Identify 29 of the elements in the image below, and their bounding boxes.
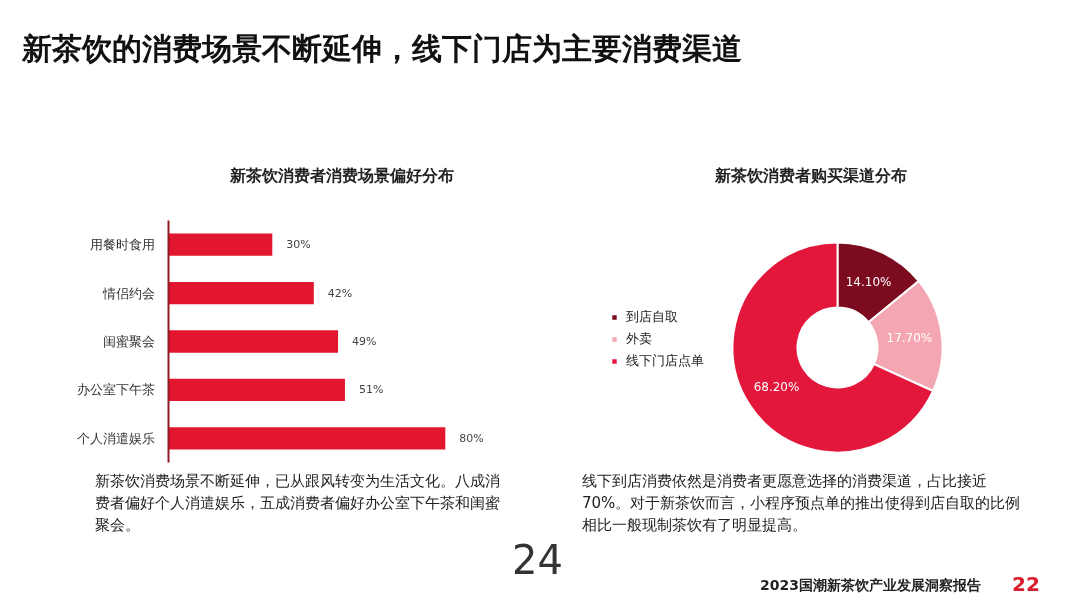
chart-title: 新茶饮消费者消费场景偏好分布: [228, 165, 454, 185]
y-tick-label: 办公室下午茶: [76, 382, 155, 398]
bar: [168, 330, 339, 353]
legend-label: 外卖: [626, 330, 652, 348]
text: 24: [512, 537, 563, 583]
legend-label: 线下门店点单: [626, 352, 704, 370]
text: 新茶饮的消费场景不断延伸，线下门店为主要消费渠道: [21, 30, 742, 68]
y-tick-label: 用餐时食用: [89, 237, 155, 253]
y-tick-label: 闺蜜聚会: [102, 334, 155, 349]
data-label: 14.10%: [845, 275, 892, 289]
legend-label: 到店自取: [626, 308, 678, 326]
data-label: 42%: [327, 286, 353, 300]
bar: [168, 427, 446, 450]
y-tick-label: 情侣约会: [101, 285, 155, 301]
data-label: 49%: [352, 335, 377, 348]
text: 新茶饮消费场景不断延伸，已从跟风转变为生活文化。八成消费者偏好个人消遣娱乐，五成消费者偏好办公室下午茶和闺蜜聚会。: [95, 471, 501, 536]
bar: [168, 281, 314, 305]
data-label: 30%: [286, 238, 311, 252]
text: 22: [1012, 572, 1040, 596]
bar: [168, 233, 273, 256]
bar: [168, 378, 345, 402]
data-label: 68.20%: [753, 379, 800, 394]
chart-title: 新茶饮消费者购买渠道分布: [713, 165, 907, 185]
y-tick-label: 个人消遣娱乐: [76, 430, 155, 446]
data-label: 17.70%: [886, 331, 933, 346]
text: 2023国潮新茶饮产业发展洞察报告: [760, 576, 981, 594]
data-label: 51%: [358, 383, 384, 397]
text: 线下到店消费依然是消费者更愿意选择的消费渠道，占比接近70%。对于新茶饮而言，小程序预点单的推出使得到店自取的比例相比一般现制茶饮有了明显提高。: [582, 471, 1022, 536]
data-label: 80%: [459, 431, 484, 445]
